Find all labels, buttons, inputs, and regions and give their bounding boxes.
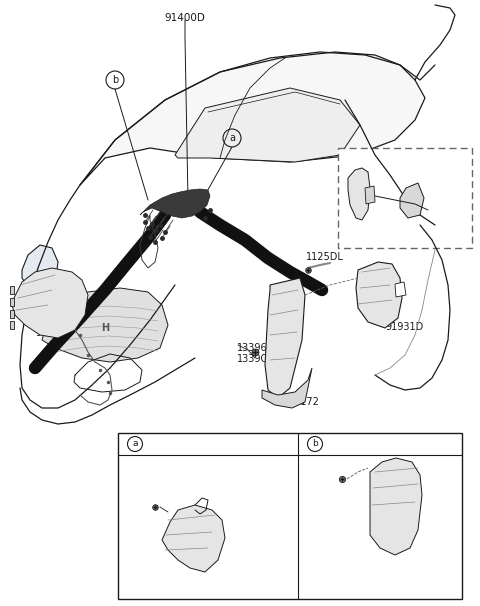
Text: 91931D: 91931D — [385, 322, 423, 332]
Polygon shape — [265, 278, 305, 398]
Polygon shape — [42, 288, 168, 362]
Polygon shape — [10, 321, 14, 329]
Polygon shape — [10, 310, 14, 318]
Text: 13396: 13396 — [237, 343, 268, 353]
Text: 91191F: 91191F — [35, 328, 71, 338]
Bar — [338, 148, 472, 248]
Text: b: b — [312, 439, 318, 448]
Polygon shape — [80, 52, 425, 185]
Text: 18362: 18362 — [126, 461, 155, 470]
Polygon shape — [395, 282, 406, 297]
Text: 1125DL: 1125DL — [306, 252, 344, 262]
Text: (161107-): (161107-) — [344, 152, 389, 161]
Text: 91400D: 91400D — [165, 13, 205, 23]
Text: 91931U: 91931U — [322, 497, 360, 507]
Polygon shape — [10, 286, 14, 294]
Text: 91172: 91172 — [288, 397, 319, 407]
Polygon shape — [370, 458, 422, 555]
Text: a: a — [229, 133, 235, 143]
Polygon shape — [10, 298, 14, 306]
Polygon shape — [400, 183, 424, 218]
Polygon shape — [348, 168, 370, 220]
Text: 91931S: 91931S — [432, 205, 469, 215]
Polygon shape — [140, 189, 210, 218]
Text: H: H — [101, 323, 109, 333]
Polygon shape — [365, 186, 375, 204]
Text: 1141AC: 1141AC — [129, 474, 167, 484]
Polygon shape — [356, 262, 402, 328]
Text: 1129EE: 1129EE — [334, 461, 371, 471]
Text: 1339CC: 1339CC — [237, 354, 275, 364]
Text: a: a — [132, 439, 138, 448]
Text: 18362: 18362 — [129, 463, 160, 473]
Polygon shape — [12, 268, 88, 338]
Polygon shape — [162, 505, 225, 572]
Polygon shape — [262, 368, 312, 408]
Polygon shape — [175, 88, 360, 162]
Bar — [118, 433, 462, 599]
Polygon shape — [22, 245, 58, 296]
Text: b: b — [112, 75, 118, 85]
Text: 1141AC: 1141AC — [126, 472, 161, 481]
